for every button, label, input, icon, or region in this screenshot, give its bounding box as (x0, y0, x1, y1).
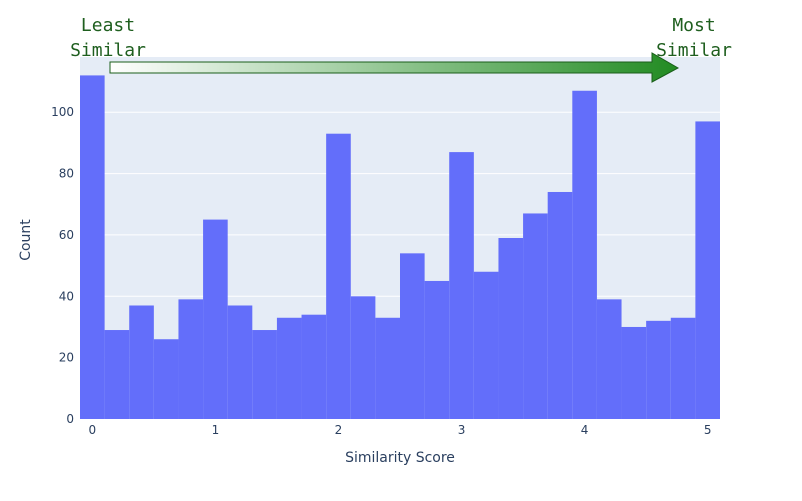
histogram-bar (80, 75, 105, 420)
histogram-bar (424, 280, 450, 419)
histogram-bar (153, 339, 179, 419)
histogram-bar (104, 330, 130, 419)
histogram-bar (498, 238, 524, 419)
histogram-bar (670, 317, 696, 419)
histogram-bar (203, 219, 228, 419)
histogram-bar (695, 121, 720, 419)
least-label-line2: Similar (70, 40, 146, 61)
histogram-bar (523, 213, 548, 419)
y-tick-label: 80 (59, 167, 74, 181)
y-tick-label: 60 (59, 228, 74, 242)
similarity-arrow (109, 52, 680, 83)
histogram-bar (449, 152, 474, 420)
histogram-bar (646, 320, 671, 419)
most-label-line1: Most (672, 15, 715, 36)
most-label-line2: Similar (656, 40, 732, 61)
histogram-bar (227, 305, 253, 419)
bars (80, 75, 720, 420)
x-tick-label: 5 (704, 423, 712, 437)
histogram-bar (276, 317, 302, 419)
histogram-bar (596, 299, 622, 419)
y-tick-label: 0 (66, 412, 74, 426)
histogram-bar (621, 326, 647, 419)
histogram-bar (178, 299, 204, 419)
x-axis-ticks: 0 1 2 3 4 5 (88, 423, 711, 437)
x-tick-label: 2 (335, 423, 343, 437)
least-label-line1: Least (81, 15, 135, 36)
histogram-bar (129, 305, 154, 419)
histogram-bar (350, 296, 376, 419)
histogram-bar (326, 133, 351, 419)
x-axis-title: Similarity Score (345, 450, 455, 466)
y-axis-title: Count (18, 219, 34, 261)
histogram-bar (375, 317, 400, 419)
histogram-bar (301, 314, 327, 419)
histogram-bar (547, 191, 573, 419)
y-tick-label: 100 (51, 105, 74, 119)
y-tick-label: 20 (59, 351, 74, 365)
y-tick-label: 40 (59, 289, 74, 303)
histogram-bar (400, 253, 425, 419)
x-tick-label: 0 (88, 423, 96, 437)
x-tick-label: 3 (458, 423, 466, 437)
histogram-bar (473, 271, 499, 419)
x-tick-label: 1 (212, 423, 220, 437)
x-tick-label: 4 (581, 423, 589, 437)
histogram-bar (252, 330, 277, 419)
y-axis-ticks: 0 20 40 60 80 100 (51, 105, 74, 426)
histogram-bar (572, 90, 597, 420)
